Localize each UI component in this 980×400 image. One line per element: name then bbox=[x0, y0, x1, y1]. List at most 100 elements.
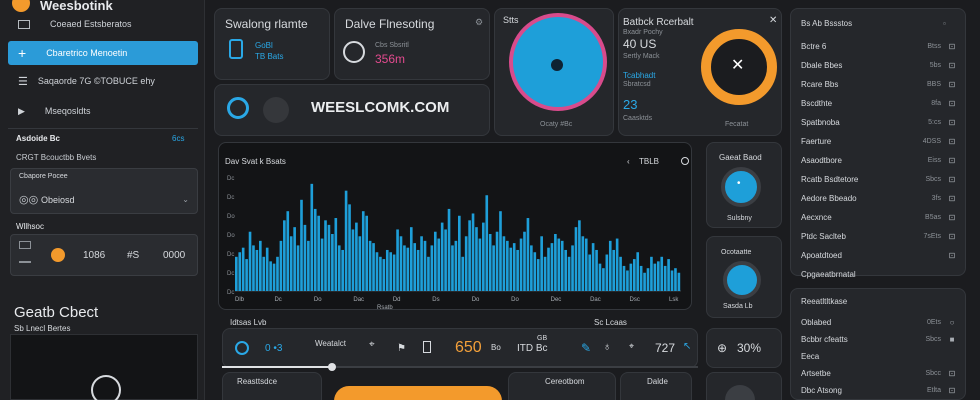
row-action-icon[interactable]: ⊡ bbox=[948, 232, 956, 241]
list-item[interactable]: Aecxnce B5as ⊡ bbox=[801, 208, 957, 227]
list-item-label: Oblabed bbox=[801, 318, 832, 327]
list-item[interactable]: Rcare Bbs BBS ⊡ bbox=[801, 75, 957, 94]
metric-value: 23 bbox=[623, 97, 638, 112]
chart-bar bbox=[571, 245, 574, 291]
row-action-icon[interactable]: ⊡ bbox=[948, 175, 956, 184]
chart-bar bbox=[543, 256, 547, 291]
expand-icon[interactable]: ▫ bbox=[943, 19, 946, 28]
chart-bar bbox=[584, 238, 588, 291]
chart-bar bbox=[564, 249, 567, 291]
flow-card: Dalve Flnesoting ⚙ Cbs Sbsritl 356m bbox=[334, 8, 490, 80]
list-item[interactable]: Oblabed 0Ets ○ bbox=[801, 313, 957, 332]
y-tick-label: Do bbox=[227, 214, 235, 220]
list-item[interactable]: Asaodtbore Eiss ⊡ bbox=[801, 151, 957, 170]
toggle-knob[interactable] bbox=[725, 385, 755, 400]
chart-bar bbox=[636, 252, 640, 291]
card-caption: Bxadr Pochy bbox=[623, 29, 663, 36]
app-title: Weesbotink bbox=[40, 0, 113, 13]
row-action-icon[interactable]: ⊡ bbox=[948, 118, 956, 127]
sidebar-item-active[interactable]: + Cbaretrico Menoetin bbox=[8, 41, 198, 65]
primary-action-button[interactable] bbox=[334, 386, 502, 400]
send-icon[interactable] bbox=[263, 97, 289, 123]
list-item-value: 3fs bbox=[931, 195, 941, 202]
chart-bar bbox=[307, 240, 310, 291]
list-item-value: 5bs bbox=[929, 62, 941, 69]
chart-bar bbox=[506, 240, 509, 291]
list-item-label: Rcatb Bsdtetore bbox=[801, 175, 859, 184]
sidebar-item-4[interactable]: ▶ Mseqosldts bbox=[8, 99, 198, 123]
list-item[interactable]: Bcbbr cfeatts Sbcs ■ bbox=[801, 330, 957, 349]
metric-caption: GB bbox=[537, 335, 548, 342]
location-icon: ⌖ bbox=[629, 341, 635, 351]
chart-bar bbox=[622, 265, 626, 291]
settings-icon[interactable]: ⚙ bbox=[475, 17, 484, 27]
chart-bar bbox=[461, 256, 465, 291]
row-action-icon[interactable]: ■ bbox=[949, 335, 955, 344]
close-caption: Fecatat bbox=[725, 121, 749, 128]
sidebar-item-label: Coeaed Estsberatos bbox=[50, 19, 132, 29]
list-item[interactable]: Bctre 6 Btss ⊡ bbox=[801, 37, 957, 56]
slider-handle[interactable] bbox=[328, 363, 336, 371]
close-icon[interactable]: ✕ bbox=[769, 15, 778, 26]
chart-bar bbox=[420, 236, 423, 291]
chart-bar bbox=[626, 270, 629, 291]
list-item[interactable]: Dbc Atsong Etlta ⊡ bbox=[801, 381, 957, 400]
metric-value: 40 US bbox=[623, 37, 657, 51]
chart-bar bbox=[255, 249, 259, 291]
chart-bar bbox=[595, 249, 598, 291]
row-action-icon[interactable]: ⊡ bbox=[948, 137, 956, 146]
list-item[interactable]: Ptdc Saclteb 7sEts ⊡ bbox=[801, 227, 957, 246]
dropdown-card[interactable]: Cbapore Pocee ◎◎ Obeiosd ⌄ bbox=[10, 168, 198, 214]
chart-bar bbox=[334, 218, 338, 291]
list-icon: ☰ bbox=[18, 75, 28, 88]
list-item[interactable]: Artsetbe Sbcc ⊡ bbox=[801, 364, 957, 383]
row-action-icon[interactable]: ⊡ bbox=[948, 61, 956, 70]
sidebar-item-1[interactable]: Coeaed Estsberatos bbox=[8, 12, 198, 36]
circles-icon: ◎◎ bbox=[19, 194, 39, 206]
sidebar-item-3[interactable]: ☰ Saqaorde 7G ©TOBUCE ehy bbox=[8, 69, 198, 93]
y-tick-label: Dc bbox=[227, 252, 234, 258]
chart-bar bbox=[447, 208, 451, 291]
chart-bar bbox=[286, 211, 290, 291]
list-item[interactable]: Apoatdtoed ⊡ bbox=[801, 246, 957, 265]
chart-bar bbox=[598, 263, 602, 291]
metric-value: 650 bbox=[455, 339, 482, 356]
chart-bar bbox=[293, 227, 296, 291]
chart-bar bbox=[530, 245, 533, 291]
card-line: GoBl bbox=[255, 41, 273, 50]
list-item[interactable]: Eeca bbox=[801, 347, 957, 366]
row-action-icon[interactable]: ⊡ bbox=[948, 156, 956, 165]
chart-bar bbox=[385, 249, 389, 291]
slider-track[interactable] bbox=[222, 366, 698, 368]
list-item[interactable]: Spatbnoba 5:cs ⊡ bbox=[801, 113, 957, 132]
list-item-label: Ptdc Saclteb bbox=[801, 232, 846, 241]
row-action-icon[interactable]: ○ bbox=[949, 318, 955, 327]
close-large-icon[interactable]: ✕ bbox=[731, 57, 745, 74]
list-item[interactable]: Dbale Bbes 5bs ⊡ bbox=[801, 56, 957, 75]
section-action-link[interactable]: 6cs bbox=[172, 134, 185, 143]
list-item-label: Spatbnoba bbox=[801, 118, 840, 127]
brand-mark-icon bbox=[227, 97, 249, 119]
row-action-icon[interactable]: ⊡ bbox=[948, 213, 956, 222]
chevron-icon[interactable]: ‹ bbox=[627, 157, 630, 166]
list-item-label: Dbale Bbes bbox=[801, 61, 843, 70]
row-action-icon[interactable]: ⊡ bbox=[948, 99, 956, 108]
list-item[interactable]: Aedore Bbeado 3fs ⊡ bbox=[801, 189, 957, 208]
row-action-icon[interactable]: ⊡ bbox=[948, 42, 956, 51]
list-item[interactable]: Faerture 4DSS ⊡ bbox=[801, 132, 957, 151]
x-tick-label: Dlb bbox=[235, 297, 245, 303]
list-item[interactable]: Bscdthte 8fa ⊡ bbox=[801, 94, 957, 113]
row-action-icon[interactable]: ⊡ bbox=[948, 80, 956, 89]
refresh-icon[interactable] bbox=[681, 157, 689, 165]
bottom-card-2: Cereotbom bbox=[508, 372, 616, 400]
close-ring[interactable] bbox=[701, 29, 777, 105]
chart-bar bbox=[468, 220, 471, 291]
row-action-icon[interactable]: ⊡ bbox=[948, 386, 956, 395]
row-action-icon[interactable]: ⊡ bbox=[948, 251, 956, 260]
row-action-icon[interactable]: ⊡ bbox=[948, 194, 956, 203]
row-action-icon[interactable]: ⊡ bbox=[948, 369, 956, 378]
list-item[interactable]: Cpgaeatbrnatal bbox=[801, 265, 957, 284]
bottom-card-3: Dalde bbox=[620, 372, 692, 400]
list-item[interactable]: Rcatb Bsdtetore Sbcs ⊡ bbox=[801, 170, 957, 189]
chart-bar bbox=[272, 263, 276, 291]
